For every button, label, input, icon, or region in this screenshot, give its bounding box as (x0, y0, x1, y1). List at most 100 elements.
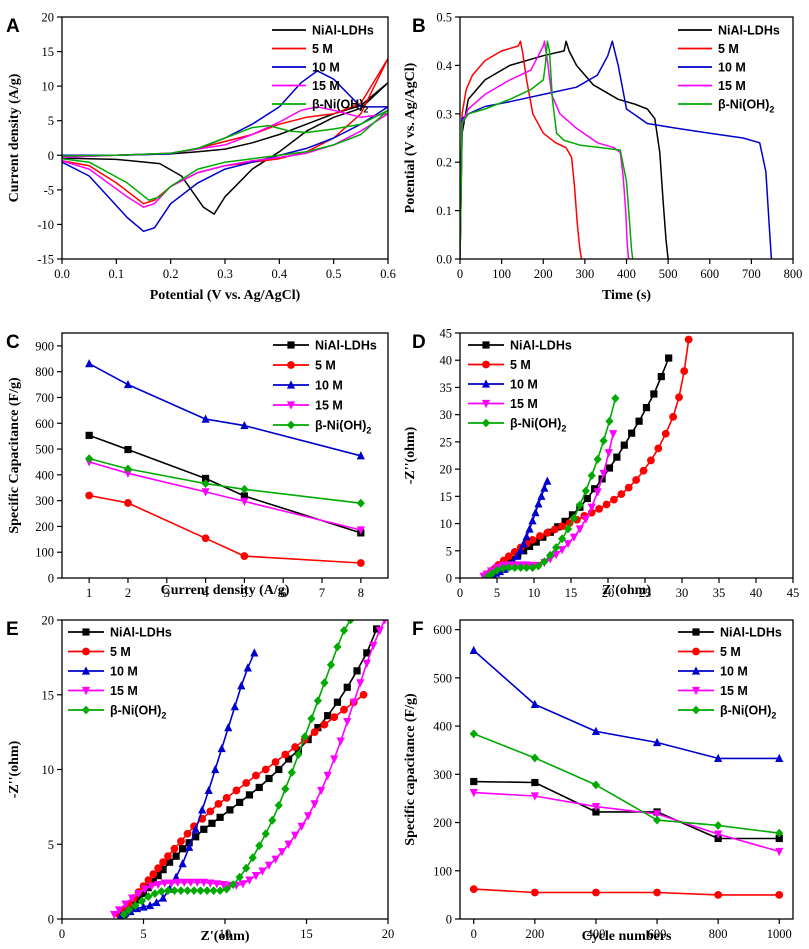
panel-a-y-tick-label: -10 (37, 218, 54, 232)
panel-f-legend-marker (692, 648, 700, 656)
panel-e-x-tick-label: 20 (382, 927, 395, 941)
panel-e-series-4-point (330, 755, 338, 763)
panel-e-series-1-point (324, 712, 331, 719)
panel-f-y-tick-label: 600 (433, 623, 452, 637)
panel-b-legend-subscript: 2 (769, 105, 774, 115)
panel-e-series-3-point (205, 786, 213, 794)
panel-c-legend-item: 15 M (273, 399, 343, 413)
panel-d-legend-marker (482, 341, 489, 348)
panel-d-y-tick-label: 35 (440, 381, 453, 395)
panel-c-series-3-point (85, 359, 93, 367)
panel-e-series-5-point (268, 816, 276, 825)
panel-e-series-3-point (152, 898, 160, 906)
panel-f-x-axis-title: Cycle numbers (582, 929, 672, 944)
panel-d-legend-marker (482, 361, 490, 369)
panel-d-series-3-point (537, 492, 545, 500)
panel-a-legend-label: 15 M (312, 79, 340, 93)
panel-e-series-2-point (330, 713, 338, 721)
panel-f-x-tick-label: 200 (525, 927, 544, 941)
panel-d-series-1-point (650, 390, 657, 397)
panel-a-x-tick-label: 0.3 (217, 267, 233, 281)
panel-a-y-tick-label: 20 (42, 11, 55, 25)
panel-f-x-tick-label: 1000 (767, 927, 792, 941)
panel-e-y-tick-label: 20 (42, 614, 55, 628)
panel-d-x-tick-label: 0 (457, 586, 463, 600)
panel-f-legend-label: β-Ni(OH)2 (720, 704, 776, 721)
panel-d-legend-label: 10 M (510, 378, 538, 392)
panel-d-x-tick-label: 30 (676, 586, 689, 600)
panel-f-series-5-point (531, 754, 539, 763)
panel-d-legend-label: NiAl-LDHs (510, 339, 572, 353)
panel-d-plot-area (480, 336, 693, 581)
panel-b-legend-item: β-Ni(OH)2 (678, 98, 774, 115)
panel-e-legend-label: 5 M (110, 645, 131, 659)
panel-c-y-axis-title: Specific Capacitance (F/g) (7, 377, 22, 534)
panel-a-series-3-line (62, 71, 388, 231)
panel-d-label: D (412, 332, 426, 353)
panel-c-legend-label: 10 M (315, 379, 343, 393)
panel-b-y-tick-label: 0.2 (436, 156, 452, 170)
panel-c-y-tick-label: 600 (35, 417, 54, 431)
panel-f-legend-label: NiAl-LDHs (720, 626, 782, 640)
panel-d-legend: NiAl-LDHs 5 M 10 M 15 M β-Ni(OH)2 (468, 339, 572, 434)
panel-b-legend-label: NiAl-LDHs (718, 24, 780, 38)
panel-c-series-2-point (124, 499, 132, 507)
panel-f-x-tick-label: 800 (709, 927, 728, 941)
panel-f-series-2 (470, 885, 783, 899)
panel-d-series-3-point (540, 484, 548, 492)
panel-b-y-tick-label: 0.1 (436, 204, 452, 218)
panel-b-series-5 (460, 41, 633, 259)
panel-e-series-1-point (344, 684, 351, 691)
panel-e-series-2-point (272, 758, 280, 766)
panel-f-series-4-line (474, 793, 780, 852)
panel-c-x-tick-label: 8 (358, 586, 364, 600)
panel-e-series-2-point (252, 772, 260, 780)
panel-a-legend-item: 15 M (272, 79, 340, 93)
panel-b-y-tick-label: 0.0 (436, 253, 452, 267)
panel-d-y-axis-title: -Z''(ohm) (403, 426, 418, 484)
panel-d-series-2-point (543, 529, 551, 537)
panel-e-series-3-point (244, 663, 252, 671)
panel-d-series-1-point (621, 442, 628, 449)
panel-e-x-tick-label: 15 (300, 927, 313, 941)
panel-d-x-tick-label: 10 (528, 586, 541, 600)
panel-d-y-tick-label: 25 (440, 435, 453, 449)
panel-d-series-2-point (669, 413, 677, 421)
panel-f-series-1-point (470, 778, 477, 785)
panel-f-legend-subscript: 2 (771, 711, 776, 721)
panel-c-legend-marker (287, 341, 294, 348)
panel-c-x-tick-label: 1 (86, 586, 92, 600)
panel-e-series-5-point (327, 660, 335, 669)
panel-f-series-5-line (474, 734, 780, 833)
panel-d-x-tick-label: 15 (565, 586, 578, 600)
panel-f-legend-marker (692, 628, 699, 635)
panel-c-series-5-point (240, 485, 248, 494)
panel-a-x-tick-label: 0.2 (163, 267, 179, 281)
panel-d-y-tick-label: 0 (446, 572, 452, 586)
panel-d-legend-item: NiAl-LDHs (468, 339, 572, 353)
panel-d-series-4-point (594, 488, 602, 496)
panel-f-series-2-point (714, 891, 722, 899)
panel-e-legend-label: NiAl-LDHs (110, 626, 172, 640)
panel-d: D 0 5 10 15 20 25 30 35 40 45 0 5 10 15 20 25 30 35 40 45 Z'(… (403, 327, 799, 601)
panel-b-legend-label: β-Ni(OH)2 (718, 98, 774, 115)
panel-e-series-1-point (256, 784, 263, 791)
panel-a-y-tick-label: -15 (37, 253, 54, 267)
panel-e-series-4-point (356, 679, 364, 687)
panel-e-series-2-point (262, 766, 270, 774)
panel-d-x-tick-label: 40 (750, 586, 763, 600)
panel-c-y-tick-label: 700 (35, 391, 54, 405)
panel-e-series-3-line (121, 653, 255, 916)
panel-e-series-3-point (237, 681, 245, 689)
panel-b-y-tick-label: 0.5 (436, 11, 452, 25)
panel-c-y-tick-label: 300 (35, 494, 54, 508)
panel-e-series-2-point (149, 870, 157, 878)
panel-e-legend-item: 5 M (68, 645, 131, 659)
panel-e-series-2-point (177, 837, 185, 845)
panel-a-legend-label: 10 M (312, 61, 340, 75)
panel-c-y-tick-label: 900 (35, 339, 54, 353)
panel-a-y-tick-label: 15 (42, 45, 55, 59)
panel-a-y-tick-label: -5 (44, 183, 54, 197)
panel-b: B0 100 200 300 400 500 600 700 8000.00.10.20.30.… (403, 11, 802, 304)
panel-b-legend-label: 15 M (718, 79, 746, 93)
